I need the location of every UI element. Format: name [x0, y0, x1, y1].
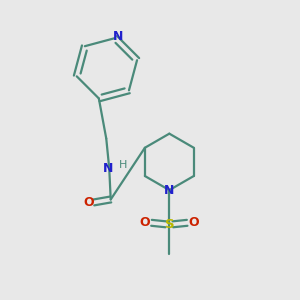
Text: H: H [118, 160, 127, 170]
Text: N: N [113, 30, 124, 43]
Text: O: O [139, 216, 150, 229]
Text: O: O [83, 196, 94, 209]
Text: O: O [189, 216, 199, 229]
Text: N: N [103, 162, 113, 175]
Text: N: N [164, 184, 175, 196]
Text: S: S [164, 218, 174, 231]
